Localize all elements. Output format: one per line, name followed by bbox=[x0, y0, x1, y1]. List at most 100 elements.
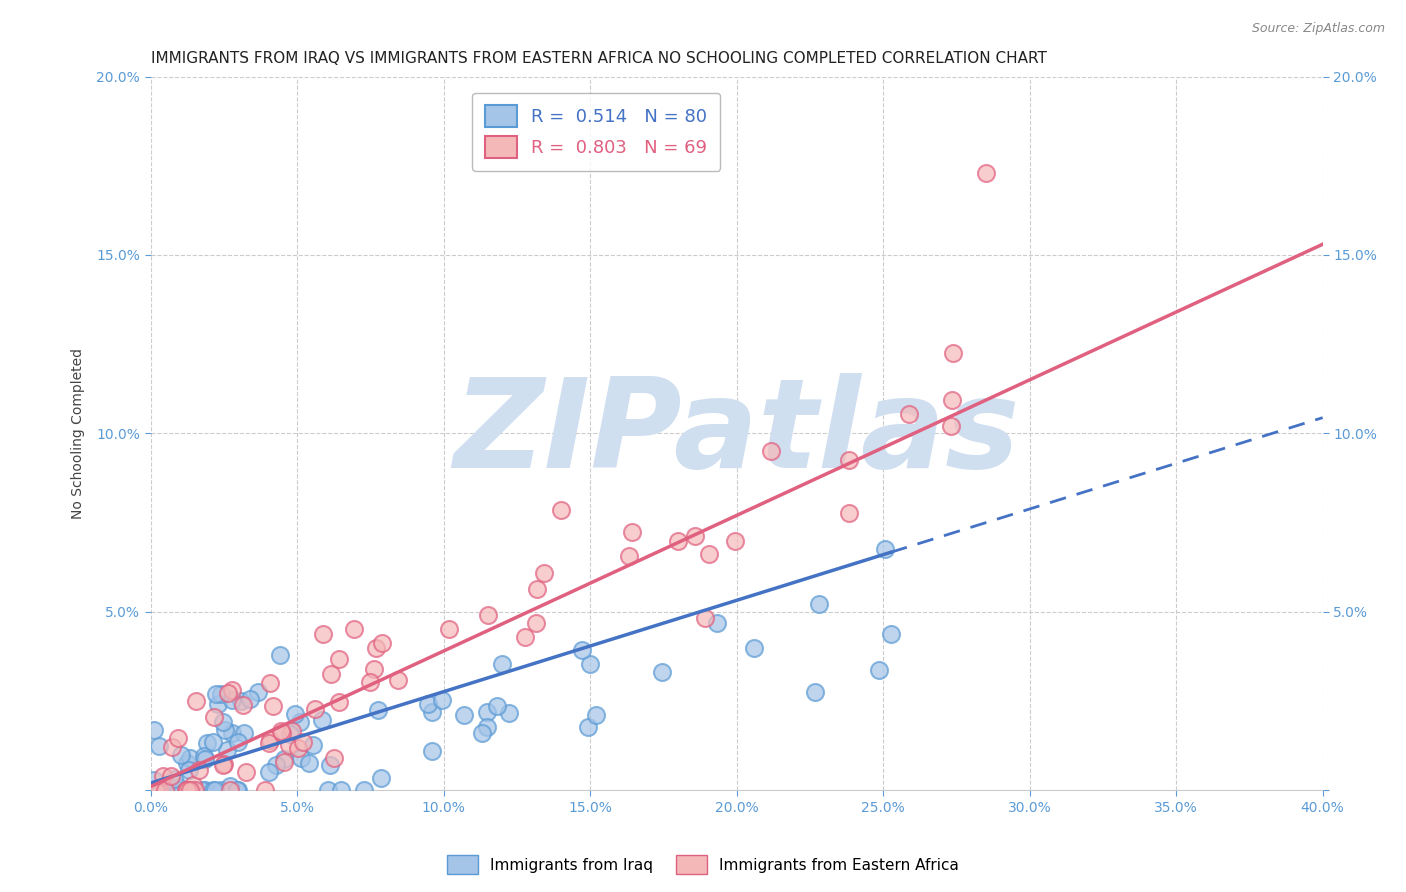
Point bbox=[420, 705, 443, 719]
Point bbox=[838, 506, 860, 520]
Point bbox=[706, 615, 728, 630]
Point bbox=[142, 723, 165, 738]
Point bbox=[163, 772, 186, 787]
Point bbox=[291, 735, 314, 749]
Point bbox=[280, 724, 302, 739]
Point bbox=[195, 737, 218, 751]
Point bbox=[188, 764, 211, 778]
Point bbox=[149, 783, 172, 797]
Point bbox=[576, 720, 599, 734]
Point bbox=[941, 393, 963, 408]
Point bbox=[353, 783, 375, 797]
Point bbox=[370, 771, 392, 785]
Point bbox=[304, 701, 326, 715]
Point bbox=[221, 726, 243, 740]
Point bbox=[221, 693, 243, 707]
Point bbox=[215, 743, 238, 757]
Point bbox=[217, 686, 239, 700]
Point bbox=[211, 714, 233, 729]
Text: IMMIGRANTS FROM IRAQ VS IMMIGRANTS FROM EASTERN AFRICA NO SCHOOLING COMPLETED CO: IMMIGRANTS FROM IRAQ VS IMMIGRANTS FROM … bbox=[150, 51, 1046, 66]
Point bbox=[148, 739, 170, 753]
Point bbox=[204, 687, 226, 701]
Point bbox=[697, 547, 720, 561]
Point bbox=[221, 683, 243, 698]
Point bbox=[232, 725, 254, 739]
Point bbox=[371, 635, 394, 649]
Point bbox=[524, 616, 547, 631]
Point bbox=[328, 651, 350, 665]
Point bbox=[437, 622, 460, 636]
Point bbox=[477, 705, 499, 719]
Point bbox=[420, 744, 443, 758]
Point bbox=[167, 780, 190, 795]
Point bbox=[148, 783, 170, 797]
Point bbox=[259, 733, 281, 747]
Point bbox=[571, 642, 593, 657]
Point bbox=[184, 783, 207, 797]
Point bbox=[683, 529, 706, 543]
Point bbox=[174, 783, 197, 797]
Point bbox=[269, 648, 291, 662]
Point bbox=[364, 641, 387, 656]
Point bbox=[477, 608, 499, 623]
Point bbox=[359, 675, 381, 690]
Point bbox=[666, 534, 689, 549]
Point bbox=[167, 731, 190, 745]
Point bbox=[695, 611, 717, 625]
Point bbox=[330, 783, 353, 797]
Point bbox=[257, 764, 280, 779]
Point bbox=[264, 758, 287, 772]
Point bbox=[194, 783, 217, 797]
Point bbox=[316, 782, 339, 797]
Point bbox=[724, 534, 747, 549]
Point bbox=[312, 627, 335, 641]
Point bbox=[319, 758, 342, 772]
Point bbox=[868, 663, 890, 677]
Point bbox=[150, 780, 173, 794]
Point bbox=[170, 747, 193, 762]
Point bbox=[533, 566, 555, 580]
Point bbox=[142, 773, 165, 788]
Point bbox=[184, 783, 207, 797]
Point bbox=[193, 748, 215, 763]
Point bbox=[873, 541, 896, 556]
Point bbox=[621, 525, 644, 540]
Point bbox=[311, 713, 333, 727]
Point bbox=[513, 630, 536, 644]
Point bbox=[974, 166, 997, 180]
Point bbox=[323, 751, 346, 765]
Point bbox=[212, 756, 235, 771]
Point bbox=[619, 549, 641, 564]
Point bbox=[273, 752, 295, 766]
Point bbox=[218, 779, 240, 793]
Point bbox=[259, 675, 281, 690]
Point bbox=[418, 698, 440, 712]
Point bbox=[290, 751, 312, 765]
Point bbox=[231, 698, 253, 712]
Point bbox=[273, 755, 295, 769]
Point bbox=[498, 706, 520, 720]
Point bbox=[184, 694, 207, 708]
Point bbox=[579, 657, 602, 672]
Point bbox=[367, 703, 389, 717]
Point bbox=[226, 783, 249, 797]
Point bbox=[231, 694, 253, 708]
Point bbox=[160, 740, 183, 755]
Point bbox=[270, 725, 292, 739]
Point bbox=[471, 726, 494, 740]
Point bbox=[302, 739, 325, 753]
Point bbox=[202, 783, 225, 797]
Point bbox=[259, 736, 281, 750]
Point bbox=[838, 453, 860, 467]
Point bbox=[526, 582, 548, 596]
Legend: Immigrants from Iraq, Immigrants from Eastern Africa: Immigrants from Iraq, Immigrants from Ea… bbox=[441, 849, 965, 880]
Point bbox=[651, 665, 673, 679]
Point bbox=[190, 783, 212, 797]
Point bbox=[235, 765, 257, 780]
Point bbox=[145, 783, 167, 797]
Point bbox=[880, 627, 903, 641]
Point bbox=[898, 407, 921, 421]
Point bbox=[485, 698, 508, 713]
Point bbox=[207, 698, 229, 712]
Point bbox=[453, 708, 475, 723]
